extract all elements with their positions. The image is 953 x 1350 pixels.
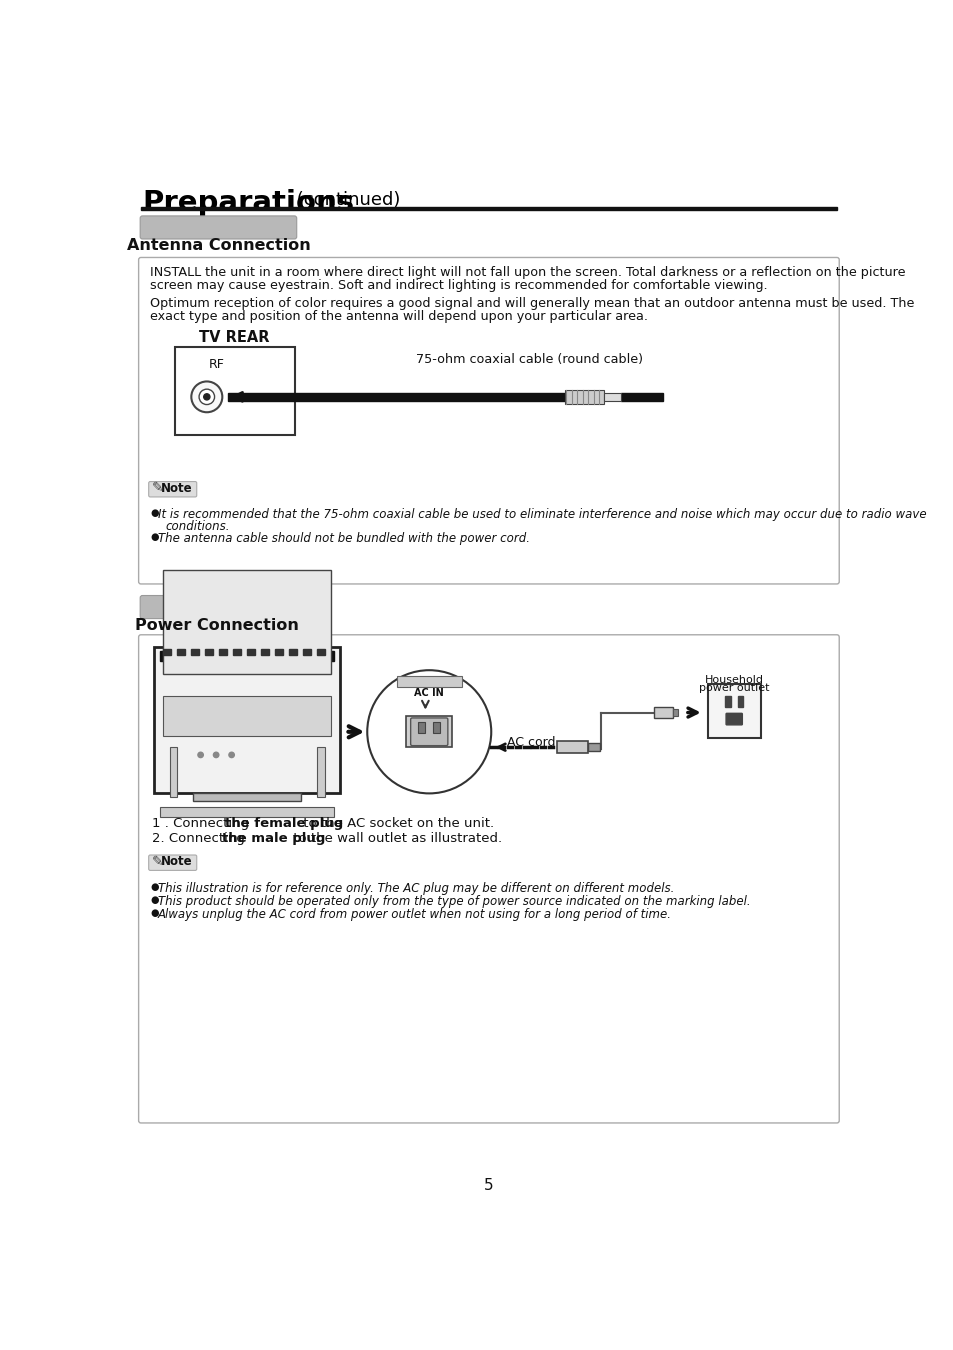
Text: Preparations: Preparations: [142, 189, 355, 217]
FancyBboxPatch shape: [138, 258, 839, 585]
FancyBboxPatch shape: [140, 595, 294, 618]
Text: It is recommended that the 75-ohm coaxial cable be used to eliminate interferenc: It is recommended that the 75-ohm coaxia…: [158, 508, 925, 521]
Bar: [724, 697, 730, 707]
Text: The antenna cable should not be bundled with the power cord.: The antenna cable should not be bundled …: [158, 532, 530, 545]
Text: ●: ●: [150, 882, 158, 892]
Bar: [620, 393, 662, 401]
Circle shape: [197, 752, 203, 757]
Text: Power Connection: Power Connection: [134, 618, 298, 633]
Text: Antenna Connection: Antenna Connection: [127, 239, 310, 254]
Circle shape: [367, 670, 491, 794]
Text: Note: Note: [161, 856, 193, 868]
Text: to the AC socket on the unit.: to the AC socket on the unit.: [298, 817, 494, 829]
Text: 1 . Connecting: 1 . Connecting: [152, 817, 253, 829]
Bar: [557, 741, 587, 753]
Text: power outlet: power outlet: [699, 683, 769, 693]
FancyBboxPatch shape: [140, 216, 296, 239]
Text: RF: RF: [208, 358, 224, 371]
Bar: [170, 747, 177, 798]
Bar: [219, 648, 227, 655]
Bar: [406, 717, 452, 747]
Bar: [154, 647, 340, 794]
Bar: [289, 648, 296, 655]
Text: ●: ●: [150, 895, 158, 905]
Circle shape: [204, 394, 210, 400]
Bar: [174, 347, 294, 435]
Bar: [247, 648, 254, 655]
Text: 5: 5: [483, 1179, 494, 1193]
Text: ●: ●: [150, 532, 158, 543]
FancyBboxPatch shape: [725, 713, 741, 725]
Bar: [193, 794, 301, 801]
FancyBboxPatch shape: [149, 855, 196, 871]
Bar: [303, 648, 311, 655]
Text: TV REAR: TV REAR: [198, 329, 269, 344]
FancyBboxPatch shape: [138, 634, 839, 1123]
Text: to the wall outlet as illustrated.: to the wall outlet as illustrated.: [289, 832, 501, 845]
Text: INSTALL the unit in a room where direct light will not fall upon the screen. Tot: INSTALL the unit in a room where direct …: [150, 266, 904, 279]
Bar: [603, 393, 620, 401]
Text: Always unplug the AC cord from power outlet when not using for a long period of : Always unplug the AC cord from power out…: [158, 909, 671, 921]
Bar: [418, 722, 425, 733]
Bar: [673, 710, 678, 716]
Text: ✎: ✎: [152, 482, 163, 495]
Text: Note: Note: [161, 482, 193, 495]
Bar: [163, 570, 331, 674]
Bar: [192, 648, 199, 655]
Bar: [233, 648, 241, 655]
Text: screen may cause eyestrain. Soft and indirect lighting is recommended for comfor: screen may cause eyestrain. Soft and ind…: [150, 279, 767, 292]
Text: ●: ●: [150, 508, 158, 518]
Bar: [737, 697, 742, 707]
Bar: [316, 648, 324, 655]
Bar: [396, 676, 461, 687]
Bar: [261, 648, 269, 655]
Bar: [707, 684, 760, 738]
Text: 2. Connecting: 2. Connecting: [152, 832, 249, 845]
Text: ●: ●: [150, 909, 158, 918]
Bar: [177, 648, 185, 655]
Circle shape: [192, 382, 222, 412]
Text: exact type and position of the antenna will depend upon your particular area.: exact type and position of the antenna w…: [150, 310, 648, 323]
Bar: [163, 648, 171, 655]
Text: the male plug: the male plug: [221, 832, 325, 845]
Bar: [163, 695, 331, 736]
Bar: [160, 651, 334, 661]
Bar: [564, 390, 603, 404]
Bar: [141, 207, 836, 209]
Text: AC IN: AC IN: [414, 687, 444, 698]
Bar: [228, 393, 599, 401]
Bar: [160, 807, 334, 817]
Text: Household: Household: [704, 675, 763, 684]
Text: conditions.: conditions.: [166, 520, 230, 533]
Bar: [205, 648, 213, 655]
Text: ✎: ✎: [152, 855, 163, 869]
Text: Optimum reception of color requires a good signal and will generally mean that a: Optimum reception of color requires a go…: [150, 297, 914, 309]
Bar: [433, 722, 439, 733]
Text: 75-ohm coaxial cable (round cable): 75-ohm coaxial cable (round cable): [416, 352, 643, 366]
Bar: [654, 707, 673, 718]
Circle shape: [199, 389, 214, 405]
Bar: [274, 648, 282, 655]
Text: (continued): (continued): [291, 192, 400, 209]
Circle shape: [213, 752, 218, 757]
FancyBboxPatch shape: [410, 718, 447, 745]
Circle shape: [229, 752, 234, 757]
Text: AC cord: AC cord: [507, 736, 556, 749]
Bar: [587, 744, 599, 751]
Text: This illustration is for reference only. The AC plug may be different on differe: This illustration is for reference only.…: [158, 882, 674, 895]
Bar: [316, 747, 324, 798]
Text: This product should be operated only from the type of power source indicated on : This product should be operated only fro…: [158, 895, 750, 909]
FancyBboxPatch shape: [149, 482, 196, 497]
Text: the female plug: the female plug: [225, 817, 343, 829]
